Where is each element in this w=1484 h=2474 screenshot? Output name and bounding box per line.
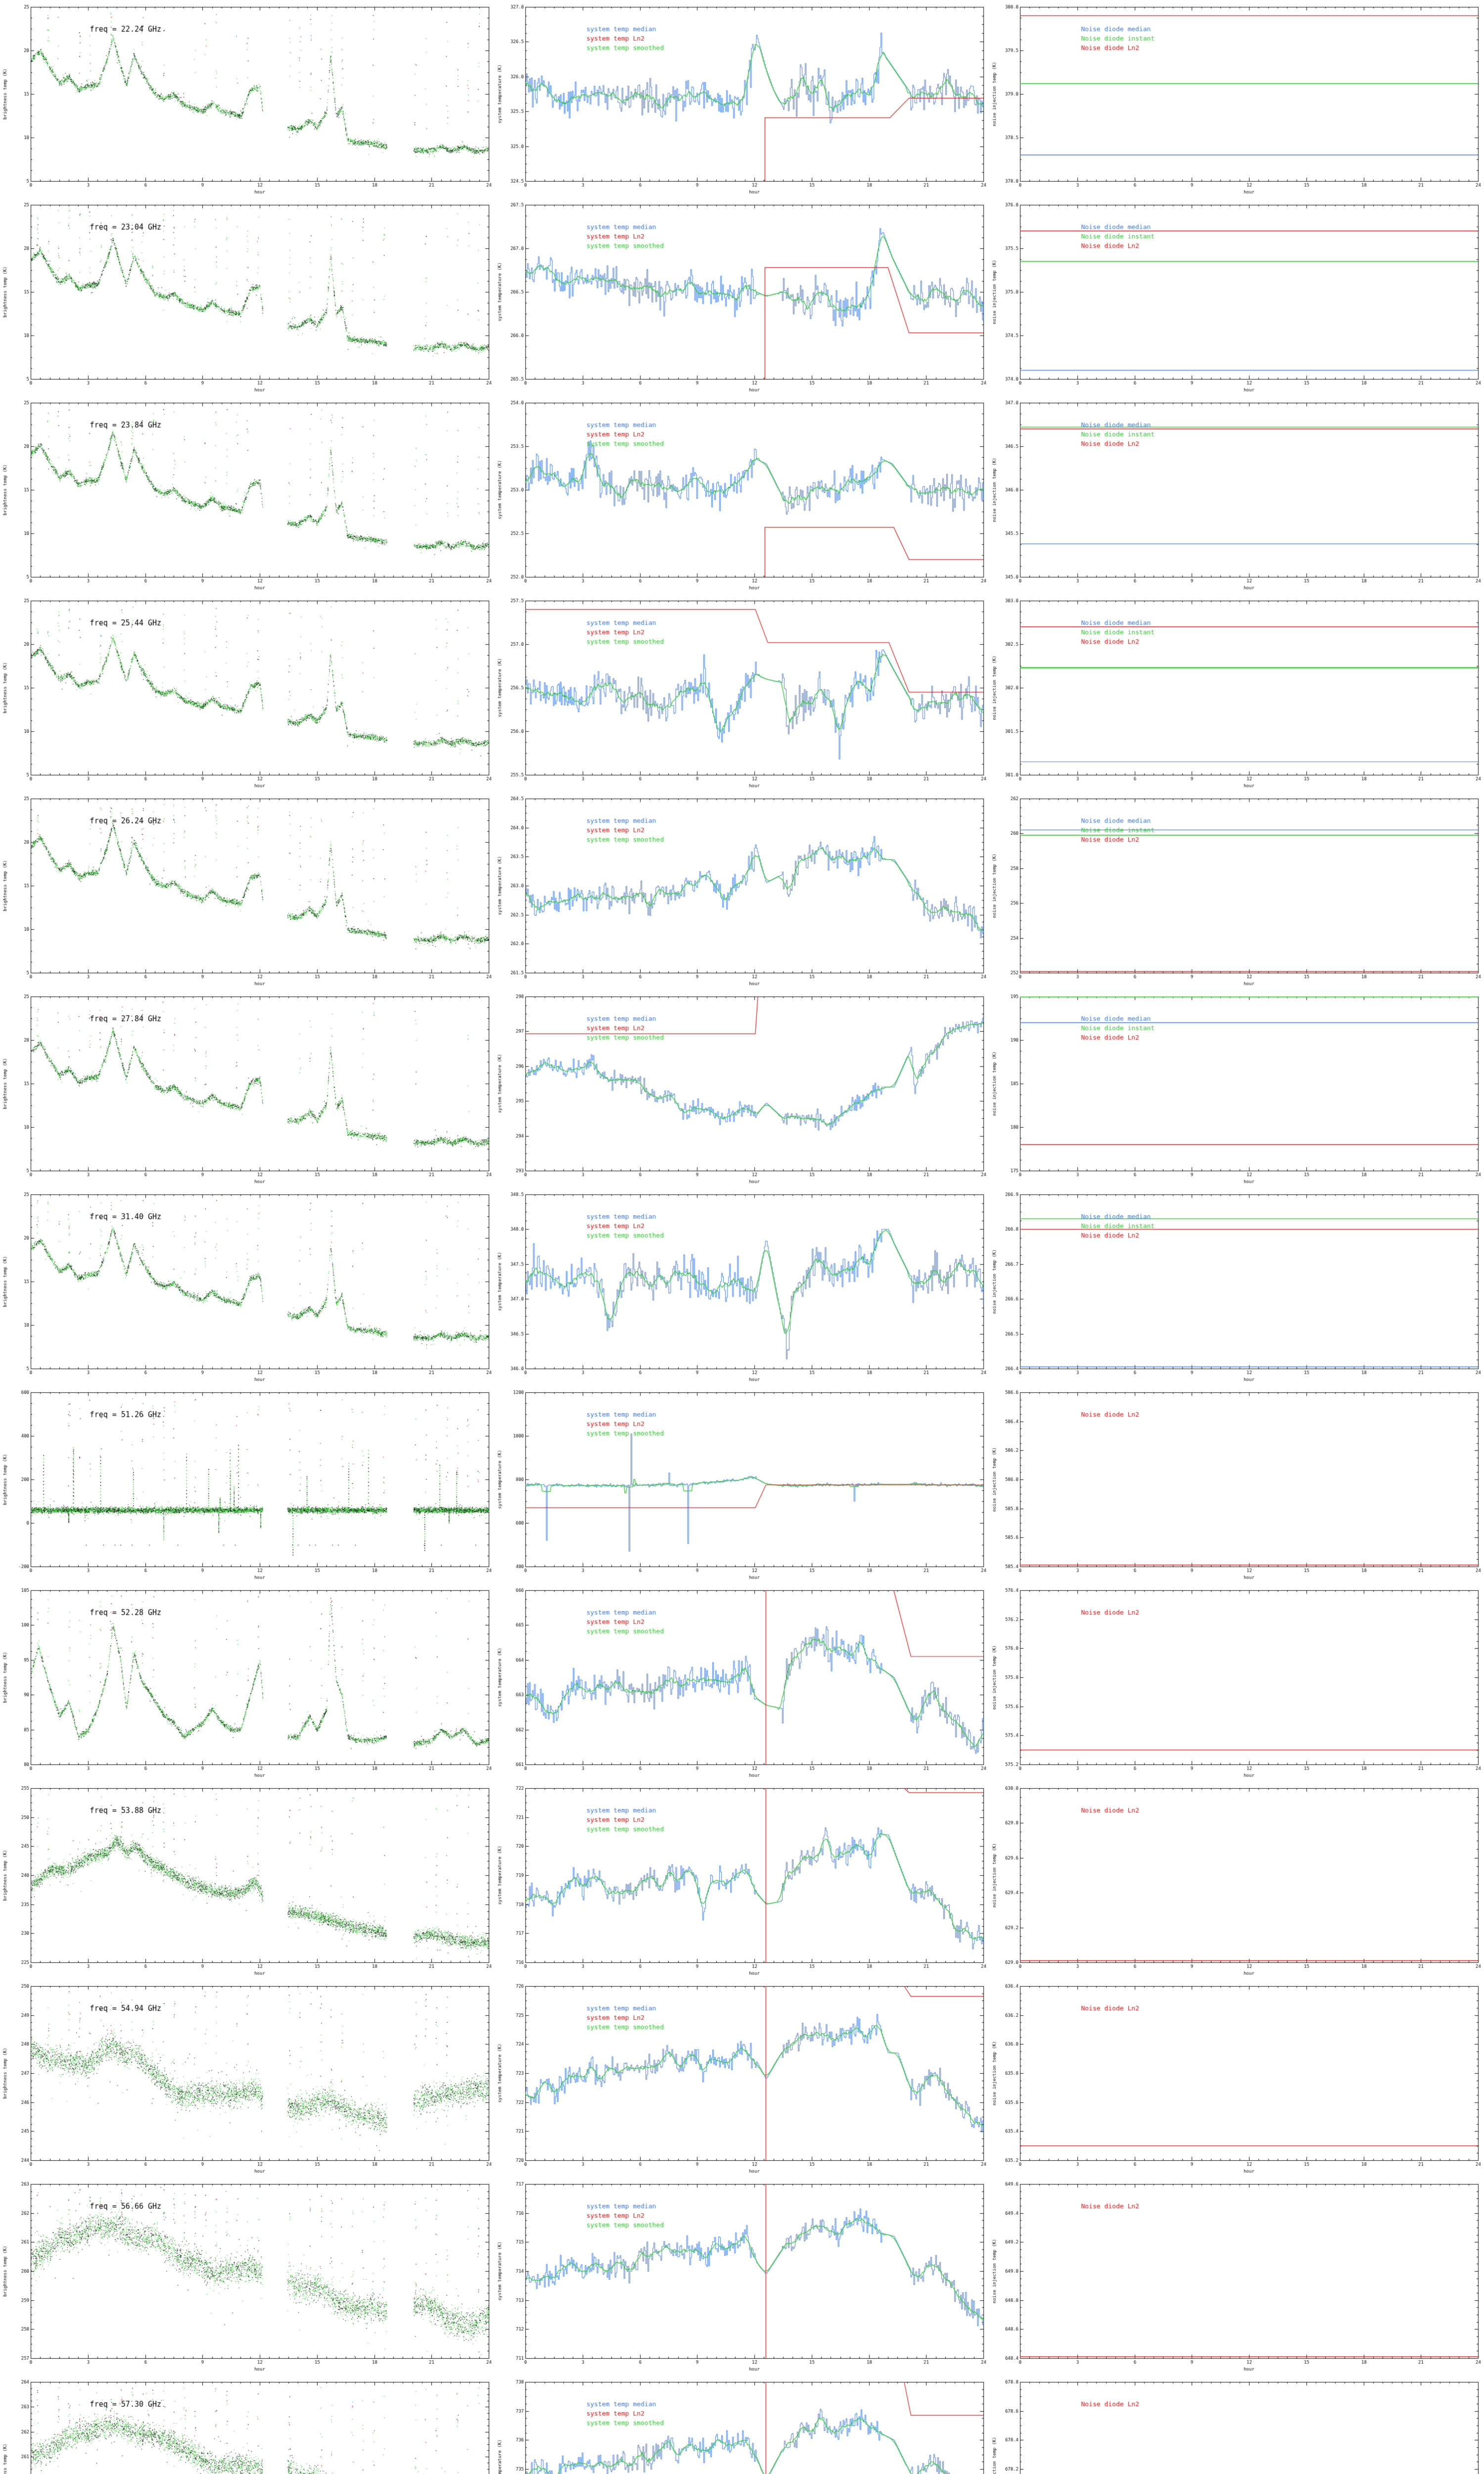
plot-brightness-temp-23.04GHz <box>0 198 495 396</box>
plot-system-temp-31.40GHz <box>495 1188 989 1385</box>
plot-row-23.84GHz <box>0 396 1484 594</box>
plot-noise-diode-57.30GHz <box>989 2375 1484 2474</box>
plot-brightness-temp-23.84GHz <box>0 396 495 594</box>
plot-row-26.24GHz <box>0 792 1484 990</box>
plot-brightness-temp-54.94GHz <box>0 1979 495 2177</box>
plot-row-25.44GHz <box>0 594 1484 792</box>
plot-row-54.94GHz <box>0 1979 1484 2177</box>
plot-system-temp-23.04GHz <box>495 198 989 396</box>
plot-row-31.40GHz <box>0 1188 1484 1385</box>
plot-noise-diode-56.66GHz <box>989 2177 1484 2375</box>
plot-noise-diode-52.28GHz <box>989 1583 1484 1781</box>
plot-noise-diode-23.84GHz <box>989 396 1484 594</box>
plot-brightness-temp-52.28GHz <box>0 1583 495 1781</box>
plot-row-22.24GHz <box>0 0 1484 198</box>
plot-system-temp-52.28GHz <box>495 1583 989 1781</box>
plot-brightness-temp-56.66GHz <box>0 2177 495 2375</box>
plot-row-27.84GHz <box>0 990 1484 1188</box>
plot-system-temp-27.84GHz <box>495 990 989 1188</box>
plot-noise-diode-22.24GHz <box>989 0 1484 198</box>
plot-brightness-temp-57.30GHz <box>0 2375 495 2474</box>
plot-system-temp-51.26GHz <box>495 1385 989 1583</box>
plot-brightness-temp-26.24GHz <box>0 792 495 990</box>
plot-row-52.28GHz <box>0 1583 1484 1781</box>
plot-noise-diode-31.40GHz <box>989 1188 1484 1385</box>
plot-brightness-temp-51.26GHz <box>0 1385 495 1583</box>
plot-noise-diode-23.04GHz <box>989 198 1484 396</box>
plot-noise-diode-53.88GHz <box>989 1781 1484 1979</box>
plot-row-51.26GHz <box>0 1385 1484 1583</box>
plot-system-temp-57.30GHz <box>495 2375 989 2474</box>
plot-brightness-temp-31.40GHz <box>0 1188 495 1385</box>
plot-system-temp-23.84GHz <box>495 396 989 594</box>
plot-system-temp-25.44GHz <box>495 594 989 792</box>
plot-row-53.88GHz <box>0 1781 1484 1979</box>
plot-brightness-temp-53.88GHz <box>0 1781 495 1979</box>
plot-noise-diode-25.44GHz <box>989 594 1484 792</box>
plot-brightness-temp-27.84GHz <box>0 990 495 1188</box>
plot-system-temp-26.24GHz <box>495 792 989 990</box>
plot-system-temp-56.66GHz <box>495 2177 989 2375</box>
plot-row-23.04GHz <box>0 198 1484 396</box>
plot-noise-diode-26.24GHz <box>989 792 1484 990</box>
plot-noise-diode-51.26GHz <box>989 1385 1484 1583</box>
plot-brightness-temp-25.44GHz <box>0 594 495 792</box>
plot-noise-diode-54.94GHz <box>989 1979 1484 2177</box>
plot-row-57.30GHz <box>0 2375 1484 2474</box>
plot-row-56.66GHz <box>0 2177 1484 2375</box>
plot-system-temp-54.94GHz <box>495 1979 989 2177</box>
plot-system-temp-53.88GHz <box>495 1781 989 1979</box>
plot-system-temp-22.24GHz <box>495 0 989 198</box>
plot-noise-diode-27.84GHz <box>989 990 1484 1188</box>
plot-brightness-temp-22.24GHz <box>0 0 495 198</box>
